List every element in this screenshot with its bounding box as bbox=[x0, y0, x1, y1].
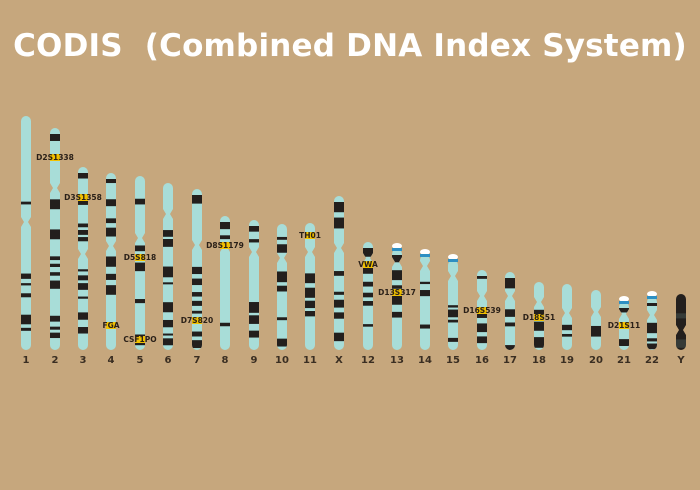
chromosome-number: 8 bbox=[222, 355, 229, 366]
marker-highlight bbox=[78, 194, 88, 201]
chromosome-7 bbox=[192, 189, 202, 350]
chromosome-6 bbox=[163, 183, 173, 350]
marker-highlight bbox=[135, 336, 145, 343]
marker-label: D8S1179 bbox=[206, 241, 244, 250]
chromosome-number: 17 bbox=[503, 355, 517, 366]
satellite bbox=[420, 249, 430, 255]
chromosome-2 bbox=[50, 128, 60, 350]
chromosome-1 bbox=[21, 116, 31, 350]
chromosome-number: 7 bbox=[194, 355, 201, 366]
chromosome-number: 4 bbox=[108, 355, 115, 366]
marker-label: VWA bbox=[358, 260, 378, 269]
chromosome-number: 21 bbox=[617, 355, 631, 366]
chromosome-15 bbox=[448, 260, 458, 350]
stalk bbox=[619, 301, 629, 304]
stalk bbox=[392, 248, 402, 251]
marker-label: D18S51 bbox=[523, 313, 556, 322]
chromosome-number: 1 bbox=[23, 355, 30, 366]
chromosome-11 bbox=[305, 223, 315, 350]
marker-label: TH01 bbox=[299, 231, 321, 240]
chromosome-number: 3 bbox=[80, 355, 87, 366]
marker-label: D2S1338 bbox=[36, 153, 74, 162]
page-title: CODIS (Combined DNA Index System) bbox=[13, 28, 687, 64]
chromosome-number: 15 bbox=[446, 355, 460, 366]
marker-label: D16S539 bbox=[463, 306, 501, 315]
chromosome-19 bbox=[562, 284, 572, 350]
chromosome-4 bbox=[106, 173, 116, 350]
chromosome-number: 5 bbox=[137, 355, 144, 366]
marker-highlight bbox=[477, 307, 487, 314]
chromosome-X bbox=[334, 196, 344, 350]
stalk bbox=[448, 259, 458, 262]
chromosome-14 bbox=[420, 255, 430, 350]
stalk bbox=[647, 296, 657, 299]
chromosome-20 bbox=[591, 290, 601, 350]
chromosome-number: 9 bbox=[251, 355, 258, 366]
marker-highlight bbox=[192, 317, 202, 324]
marker-highlight bbox=[220, 242, 230, 249]
chromosome-number: Y bbox=[676, 355, 685, 366]
chromosome-number: 13 bbox=[390, 355, 404, 366]
chromosome-number: 12 bbox=[361, 355, 375, 366]
marker-label: D13S317 bbox=[378, 288, 416, 297]
marker-label: D3S1358 bbox=[64, 193, 102, 202]
marker-label: D21S11 bbox=[608, 321, 641, 330]
marker-label: D7S820 bbox=[181, 316, 214, 325]
marker-label: CSF1PO bbox=[123, 335, 156, 344]
satellite bbox=[392, 243, 402, 249]
chromosome-number: 19 bbox=[560, 355, 574, 366]
chromosome-8 bbox=[220, 216, 230, 350]
chromosome-number: X bbox=[335, 355, 343, 366]
chromosome-12 bbox=[363, 242, 373, 350]
chromosome-number: 18 bbox=[532, 355, 546, 366]
marker-highlight bbox=[135, 254, 145, 261]
satellite bbox=[448, 254, 458, 260]
marker-highlight bbox=[363, 261, 373, 268]
chromosome-Y bbox=[676, 294, 686, 350]
chromosome-22 bbox=[647, 297, 657, 350]
satellite bbox=[647, 291, 657, 297]
chromosome-17 bbox=[505, 272, 515, 350]
marker-label: D5S818 bbox=[124, 253, 157, 262]
chromosome-number: 14 bbox=[418, 355, 432, 366]
chromosome-10 bbox=[277, 224, 287, 350]
marker-highlight bbox=[305, 232, 315, 239]
satellite bbox=[619, 296, 629, 302]
chromosome-number: 10 bbox=[275, 355, 289, 366]
marker-highlight bbox=[50, 154, 60, 161]
marker-highlight bbox=[392, 289, 402, 296]
chromosome-number: 6 bbox=[165, 355, 172, 366]
chromosome-9 bbox=[249, 220, 259, 350]
chromosome-5 bbox=[135, 176, 145, 350]
stalk bbox=[420, 254, 430, 257]
chromosome-number: 2 bbox=[52, 355, 59, 366]
chromosome-number: 20 bbox=[589, 355, 603, 366]
chromosome-13 bbox=[392, 249, 402, 350]
marker-label: FGA bbox=[102, 321, 119, 330]
chromosome-number: 16 bbox=[475, 355, 489, 366]
marker-highlight bbox=[106, 322, 116, 329]
chromosome-number: 11 bbox=[303, 355, 317, 366]
marker-highlight bbox=[619, 322, 629, 329]
chromosome-number: 22 bbox=[645, 355, 659, 366]
marker-highlight bbox=[534, 314, 544, 321]
